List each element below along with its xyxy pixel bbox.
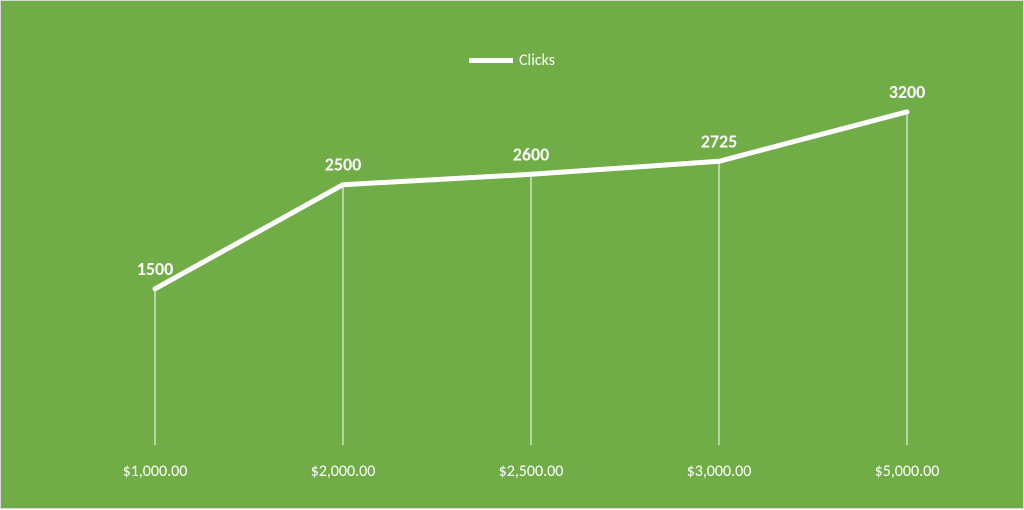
- data-label: 3200: [889, 81, 926, 103]
- data-label: 2500: [325, 154, 362, 176]
- data-label: 1500: [137, 258, 174, 280]
- chart-legend: Clicks: [1, 49, 1023, 70]
- data-label: 2725: [701, 130, 738, 152]
- x-axis-label: $3,000.00: [687, 462, 752, 481]
- data-label: 2600: [513, 143, 550, 165]
- x-axis-label: $5,000.00: [875, 462, 940, 481]
- line-chart: 1500 2500 2600 2725 3200 $1,000.00 $2,000.00 $2…: [0, 0, 1024, 509]
- x-axis-label: $2,500.00: [499, 462, 564, 481]
- legend-line-swatch: [469, 58, 513, 63]
- x-axis-label: $1,000.00: [123, 462, 188, 481]
- chart-canvas: 1500 2500 2600 2725 3200 $1,000.00 $2,000.00 $2…: [1, 1, 1024, 510]
- legend-series-label: Clicks: [519, 51, 555, 70]
- x-axis-label: $2,000.00: [311, 462, 376, 481]
